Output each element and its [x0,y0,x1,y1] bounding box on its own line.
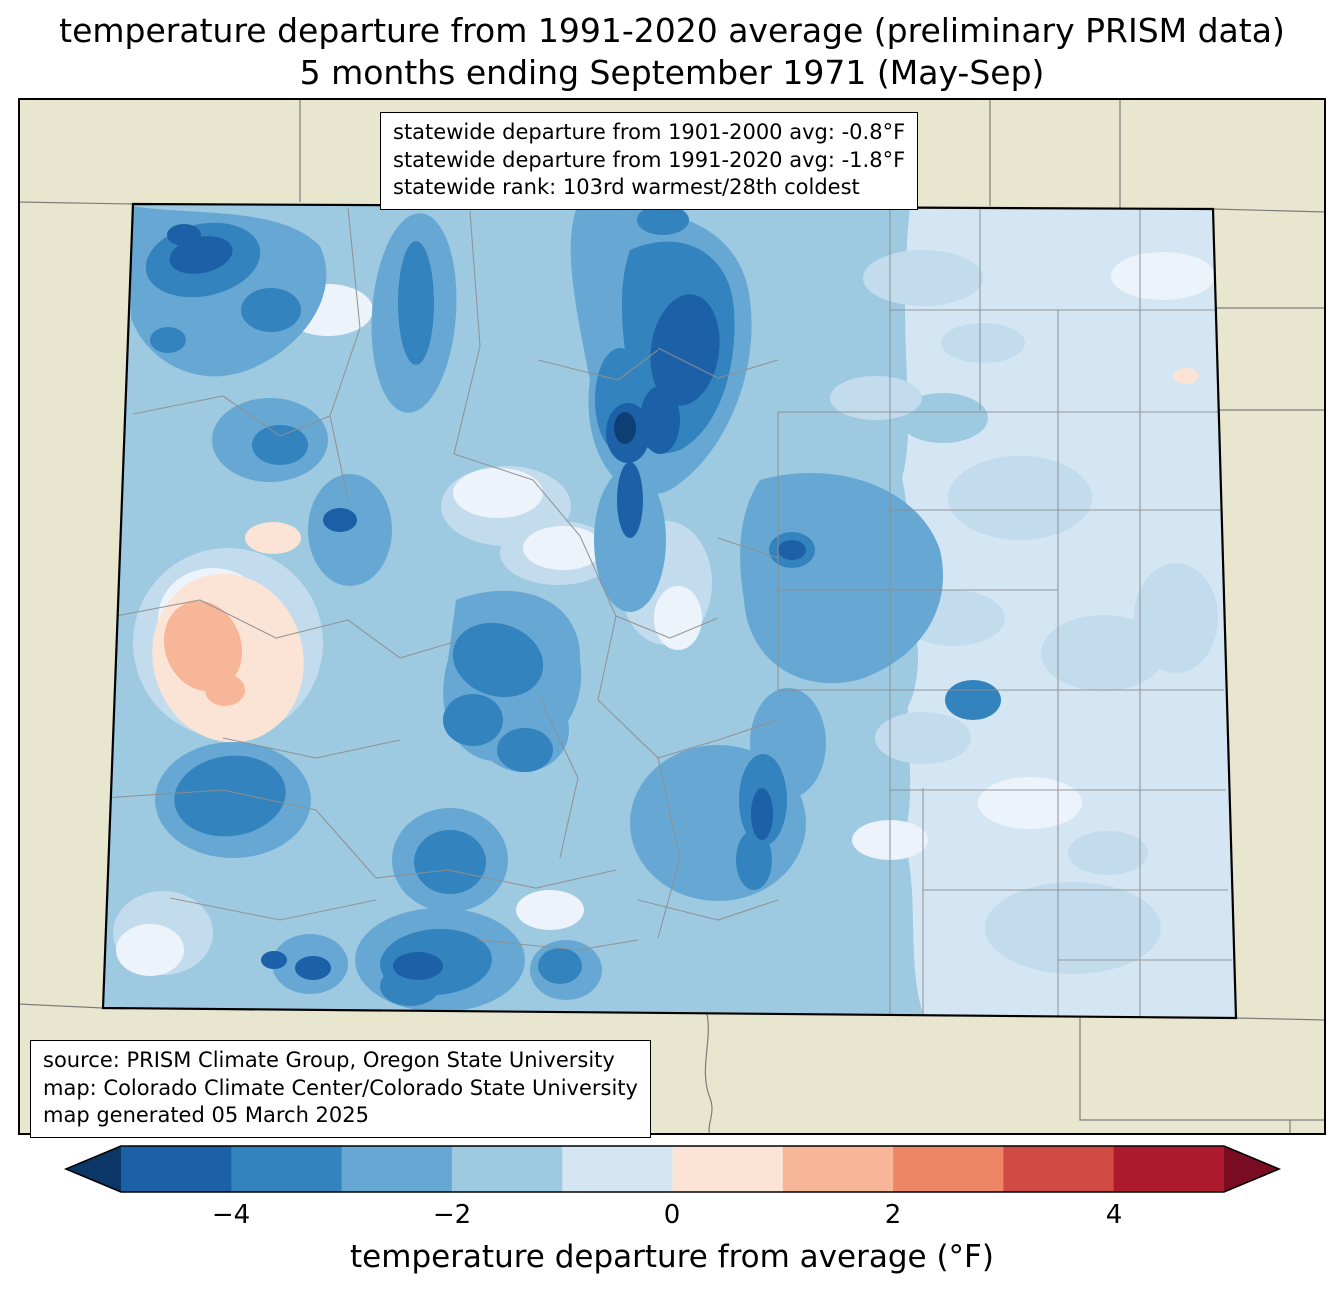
map-area: statewide departure from 1901-2000 avg: … [18,98,1326,1139]
county-lines [103,207,1232,1017]
colorbar-tick-pos2: 2 [884,1200,902,1230]
source-line-3: map generated 05 March 2025 [43,1103,370,1128]
colorbar-axis-label: temperature departure from average (°F) [350,1239,994,1275]
stats-box: statewide departure from 1901-2000 avg: … [380,112,919,211]
figure-title: temperature departure from 1991-2020 ave… [0,10,1344,94]
colorbar-segment [672,1146,784,1192]
colorado-map-svg [18,98,1326,1135]
temperature-field [103,204,1236,1018]
colorbar-tick-pos4: 4 [1105,1200,1123,1230]
title-line-1: temperature departure from 1991-2020 ave… [59,11,1285,50]
colorbar-segment [782,1146,894,1192]
map-frame [18,98,1326,1135]
colorbar-tick-neg4: −4 [211,1200,251,1230]
source-line-2: map: Colorado Climate Center/Colorado St… [43,1075,638,1100]
colorbar-tick-neg2: −2 [432,1200,472,1230]
source-box: source: PRISM Climate Group, Oregon Stat… [30,1040,651,1139]
colorbar-segment [1113,1146,1224,1192]
colorbar-left-arrow [66,1146,121,1192]
colorbar-segment [451,1146,563,1192]
colorbar-segment [231,1146,343,1192]
colorbar-segment [1003,1146,1115,1192]
colorbar-right-arrow [1224,1146,1279,1192]
colorbar-outline [63,1145,1282,1193]
colorbar-segment [121,1146,232,1192]
title-line-2: 5 months ending September 1971 (May-Sep) [299,53,1045,93]
colorbar-svg [63,1145,1282,1193]
colorbar-segment [341,1146,453,1192]
colorbar: −4 −2 0 2 4 temperature departure from a… [0,1143,1344,1299]
colorbar-segment [562,1146,674,1192]
colorbar-segment [893,1146,1005,1192]
colorbar-tick-zero: 0 [663,1200,681,1230]
stats-line-1: statewide departure from 1901-2000 avg: … [393,120,906,144]
source-line-1: source: PRISM Climate Group, Oregon Stat… [43,1048,615,1072]
stats-line-3: statewide rank: 103rd warmest/28th colde… [393,175,860,200]
stats-line-2: statewide departure from 1991-2020 avg: … [393,147,906,172]
